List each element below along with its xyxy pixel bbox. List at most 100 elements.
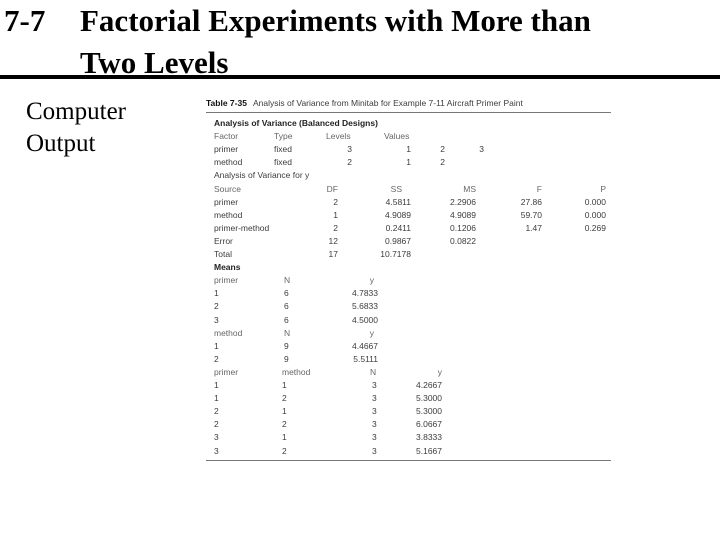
table-cell: 3	[214, 445, 219, 456]
table-cell: 3	[479, 144, 484, 155]
table-cell: 4.9089	[385, 209, 411, 220]
table-cell: 5.6833	[352, 301, 378, 312]
table-cell: 4.9089	[450, 209, 476, 220]
table-cell: 1	[282, 406, 287, 417]
table-cell: MS	[463, 183, 476, 194]
table-cell: 1	[214, 340, 219, 351]
table-cell: 4.5811	[385, 196, 411, 207]
table-cell: Analysis of Variance (Balanced Designs)	[214, 118, 378, 128]
combo-means-row: 1 1 3 4.2667	[206, 379, 611, 392]
table-cell: Factor	[214, 131, 239, 142]
table-cell: 2	[214, 301, 219, 312]
table-cell: SS	[390, 183, 402, 194]
table-cell: Error	[214, 235, 233, 246]
anova-design-title: Analysis of Variance (Balanced Designs)	[206, 117, 611, 130]
anova-row: primer 2 4.5811 2.2906 27.86 0.000	[206, 196, 611, 209]
table-cell: 2	[347, 157, 352, 168]
table-cell: 2	[214, 419, 219, 430]
table-cell: 3	[214, 314, 219, 325]
method-means-row: 2 9 5.5111	[206, 353, 611, 366]
side-label: Computer Output	[26, 96, 126, 160]
table-rule	[206, 112, 611, 113]
table-cell: 5.3000	[416, 406, 442, 417]
table-cell: 3	[372, 432, 377, 443]
table-cell: 1	[406, 157, 411, 168]
primer-means-row: 2 6 5.6833	[206, 300, 611, 313]
table-cell: 2	[282, 419, 287, 430]
table-cell: N	[370, 366, 377, 377]
table-cell: N	[284, 327, 291, 338]
table-cell: Means	[214, 262, 241, 273]
table-cell: 1	[333, 209, 338, 220]
table-cell: 0.269	[584, 222, 606, 233]
table-cell: 5.5111	[353, 353, 378, 364]
combo-means-row: 3 1 3 3.8333	[206, 431, 611, 444]
table-cell: primer	[214, 275, 239, 286]
table-cell: method	[214, 209, 243, 220]
anova-row: Error 12 0.9867 0.0822	[206, 235, 611, 248]
table-cell: y	[437, 366, 442, 377]
table-cell: 1	[214, 380, 219, 390]
table-cell: P	[600, 183, 606, 194]
table-cell: 5.3000	[416, 393, 442, 404]
table-cell: 1	[282, 380, 287, 390]
primer-means-row: 1 6 4.7833	[206, 287, 611, 300]
combo-means-row: 1 2 3 5.3000	[206, 392, 611, 405]
table-cell: 3	[372, 445, 377, 456]
section-number: 7-7	[4, 3, 46, 38]
table-cell: primer	[214, 366, 239, 377]
table-cell: F	[536, 183, 542, 194]
table-cell: 1	[214, 288, 219, 299]
title-divider	[0, 75, 720, 79]
anova-for-title: Analysis of Variance for y	[206, 169, 611, 182]
table-cell: fixed	[274, 157, 292, 168]
table-cell: 1	[406, 144, 411, 155]
table-cell: 17	[328, 249, 338, 259]
table-cell: 2	[333, 196, 338, 207]
table-cell: 3	[214, 432, 219, 443]
table-cell: 3	[372, 380, 377, 390]
factor-row: primer fixed 3 1 2 3	[206, 143, 611, 156]
table-cell: 2	[214, 406, 219, 417]
combo-means-row: 2 1 3 5.3000	[206, 405, 611, 418]
title-line-1: Factorial Experiments with More than	[80, 3, 591, 38]
table-cell: 3	[372, 393, 377, 404]
table-rule	[206, 459, 611, 461]
anova-row: primer-method 2 0.2411 0.1206 1.47 0.269	[206, 222, 611, 235]
means-title: Means	[206, 261, 611, 274]
table-cell: 0.2411	[385, 222, 411, 233]
table-cell: 5.1667	[416, 445, 442, 456]
table-cell: y	[369, 275, 374, 286]
table-cell: Type	[274, 131, 293, 142]
table-cell: 0.9867	[385, 235, 411, 246]
table-cell: 12	[328, 235, 338, 246]
table-cell: 4.2667	[416, 380, 442, 390]
table-cell: 2	[440, 144, 445, 155]
title-line-2: Two Levels	[80, 45, 229, 80]
table-cell: Source	[214, 183, 241, 194]
anova-header-row: Source DF SS MS F P	[206, 183, 611, 196]
table-cell: 9	[284, 340, 289, 351]
table-caption-text: Analysis of Variance from Minitab for Ex…	[252, 98, 523, 108]
table-cell: 0.000	[584, 196, 606, 207]
combo-means-row: 3 2 3 5.1667	[206, 445, 611, 458]
table-cell: 2	[440, 157, 445, 168]
table-cell: 4.5000	[352, 314, 378, 325]
table-cell: 9	[284, 353, 289, 364]
table-cell: DF	[326, 183, 338, 194]
table-cell: 2.2906	[450, 196, 476, 207]
table-cell: 2	[282, 393, 287, 404]
table-label: Table 7-35	[206, 98, 247, 108]
table-cell: 6	[284, 314, 289, 325]
side-label-line-1: Computer	[26, 98, 126, 125]
table-cell: 2	[282, 445, 287, 456]
anova-row: method 1 4.9089 4.9089 59.70 0.000	[206, 209, 611, 222]
table-cell: 3	[372, 406, 377, 417]
table-cell: primer	[214, 144, 239, 155]
table-cell: 27.86	[520, 196, 542, 207]
table-cell: primer	[214, 196, 239, 207]
side-label-line-2: Output	[26, 130, 96, 157]
